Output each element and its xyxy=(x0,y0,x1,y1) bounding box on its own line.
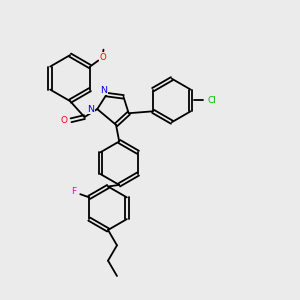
Text: O: O xyxy=(99,53,106,62)
Text: N: N xyxy=(87,105,94,114)
Text: O: O xyxy=(61,116,68,125)
Text: F: F xyxy=(71,187,76,196)
Text: Cl: Cl xyxy=(208,96,217,105)
Text: N: N xyxy=(100,85,107,94)
